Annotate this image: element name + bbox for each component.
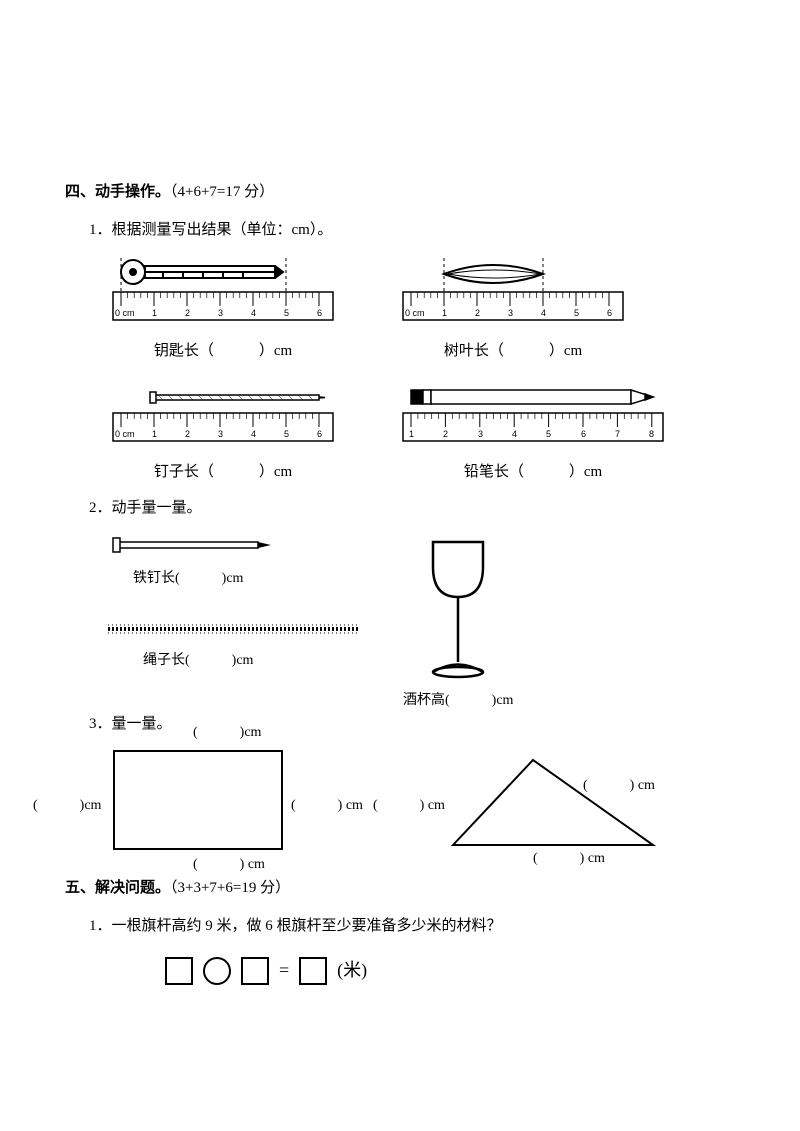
q2-rope-svg — [103, 622, 363, 636]
leaf-answer: 树叶长（ ）cm — [444, 339, 582, 363]
q3-rect: ( )cm ( )cm ( ) cm ( ) cm — [103, 740, 363, 870]
nail-answer: 钉子长（ ）cm — [154, 460, 292, 484]
svg-text:4: 4 — [541, 308, 546, 318]
svg-text:3: 3 — [508, 308, 513, 318]
eq-box-3 — [299, 957, 327, 985]
q1-row1: 0 cm 1 2 3 4 5 6 钥匙长（ ）cm — [103, 254, 735, 363]
q1-item-key: 0 cm 1 2 3 4 5 6 钥匙长（ ）cm — [103, 254, 343, 363]
q3-wrap: ( )cm ( )cm ( ) cm ( ) cm ( ) cm ( ) cm … — [103, 740, 735, 870]
s4-q2-prompt: 2．动手量一量。 — [89, 496, 735, 520]
svg-text:1: 1 — [152, 429, 157, 439]
svg-text:8: 8 — [649, 429, 654, 439]
svg-text:7: 7 — [615, 429, 620, 439]
s4-title-text: 四、动手操作。 — [65, 184, 170, 200]
cup-svg — [408, 532, 508, 682]
eq-equals: = — [279, 956, 289, 985]
svg-text:3: 3 — [218, 308, 223, 318]
rect-left-label: ( )cm — [33, 795, 101, 817]
rectangle-shape — [113, 750, 283, 850]
section-5: 五、解决问题。（3+3+7+6=19 分） 1．一根旗杆高约 9 米，做 6 根… — [65, 876, 735, 985]
svg-text:0 cm: 0 cm — [115, 429, 135, 439]
s5-scoring: （3+3+7+6=19 分） — [170, 880, 290, 896]
svg-text:1: 1 — [152, 308, 157, 318]
q2-left: 铁钉长( )cm 绳子长( )cm — [103, 532, 363, 712]
triangle-svg — [443, 750, 663, 860]
svg-text:4: 4 — [251, 308, 256, 318]
s4-q1-prompt: 1．根据测量写出结果（单位：cm）。 — [89, 218, 735, 242]
svg-text:1: 1 — [409, 429, 414, 439]
section-5-title: 五、解决问题。（3+3+7+6=19 分） — [65, 876, 735, 900]
s4-scoring: （4+6+7=17 分） — [170, 184, 274, 200]
svg-text:1: 1 — [442, 308, 447, 318]
s5-title-text: 五、解决问题。 — [65, 880, 170, 896]
q2-wrap: 铁钉长( )cm 绳子长( )cm 酒杯高( — [103, 532, 735, 712]
q1-item-pencil: 1 2 3 4 5 6 7 8 铅笔长（ ）cm — [393, 375, 673, 484]
nail-ruler-svg: 0 cm 1 2 3 4 5 6 — [103, 375, 343, 450]
rect-bottom-label: ( ) cm — [193, 854, 265, 876]
svg-text:6: 6 — [607, 308, 612, 318]
q2-nail-label: 铁钉长( )cm — [133, 568, 363, 590]
tri-left-label: ( ) cm — [373, 795, 445, 817]
svg-text:6: 6 — [581, 429, 586, 439]
q1-row2: 0 cm 1 2 3 4 5 6 钉子长（ ）cm — [103, 375, 735, 484]
svg-text:6: 6 — [317, 429, 322, 439]
q1-item-nail: 0 cm 1 2 3 4 5 6 钉子长（ ）cm — [103, 375, 343, 484]
q1-item-leaf: 0 cm 1 2 3 4 5 6 树叶长（ ）cm — [393, 254, 633, 363]
eq-box-2 — [241, 957, 269, 985]
svg-text:4: 4 — [512, 429, 517, 439]
pencil-answer: 铅笔长（ ）cm — [464, 460, 602, 484]
svg-text:0 cm: 0 cm — [405, 308, 425, 318]
section-4-title: 四、动手操作。（4+6+7=17 分） — [65, 180, 735, 204]
q2-rope-block: 绳子长( )cm — [103, 620, 363, 672]
svg-text:2: 2 — [185, 308, 190, 318]
eq-unit: (米) — [337, 956, 367, 985]
svg-text:5: 5 — [284, 429, 289, 439]
q2-cup-label: 酒杯高( )cm — [403, 690, 513, 712]
svg-text:5: 5 — [546, 429, 551, 439]
svg-text:2: 2 — [475, 308, 480, 318]
tri-bottom-label: ( ) cm — [533, 848, 605, 870]
q2-cup-block: 酒杯高( )cm — [403, 532, 513, 712]
eq-box-1 — [165, 957, 193, 985]
s5-q1-prompt: 1．一根旗杆高约 9 米，做 6 根旗杆至少要准备多少米的材料？ — [89, 914, 735, 938]
svg-text:6: 6 — [317, 308, 322, 318]
q2-nail-svg — [103, 532, 283, 560]
svg-text:3: 3 — [478, 429, 483, 439]
key-answer: 钥匙长（ ）cm — [154, 339, 292, 363]
s4-q3-prompt: 3．量一量。 — [89, 716, 172, 732]
svg-text:2: 2 — [443, 429, 448, 439]
equation-row: = (米) — [165, 956, 735, 985]
q3-tri: ( ) cm ( ) cm ( ) cm — [393, 740, 673, 870]
leaf-ruler-svg: 0 cm 1 2 3 4 5 6 — [393, 254, 633, 329]
tri-right-label: ( ) cm — [583, 775, 655, 797]
svg-text:4: 4 — [251, 429, 256, 439]
svg-text:5: 5 — [574, 308, 579, 318]
rect-top-label: ( )cm — [193, 722, 261, 744]
rect-right-label: ( ) cm — [291, 795, 363, 817]
pencil-ruler-svg: 1 2 3 4 5 6 7 8 — [393, 375, 673, 450]
svg-text:5: 5 — [284, 308, 289, 318]
svg-text:3: 3 — [218, 429, 223, 439]
svg-text:0 cm: 0 cm — [115, 308, 135, 318]
eq-circle — [203, 957, 231, 985]
q2-nail-block: 铁钉长( )cm — [103, 532, 363, 590]
key-ruler-svg: 0 cm 1 2 3 4 5 6 — [103, 254, 343, 329]
svg-text:2: 2 — [185, 429, 190, 439]
q2-rope-label: 绳子长( )cm — [143, 650, 363, 672]
section-4: 四、动手操作。（4+6+7=17 分） 1．根据测量写出结果（单位：cm）。 — [65, 180, 735, 870]
